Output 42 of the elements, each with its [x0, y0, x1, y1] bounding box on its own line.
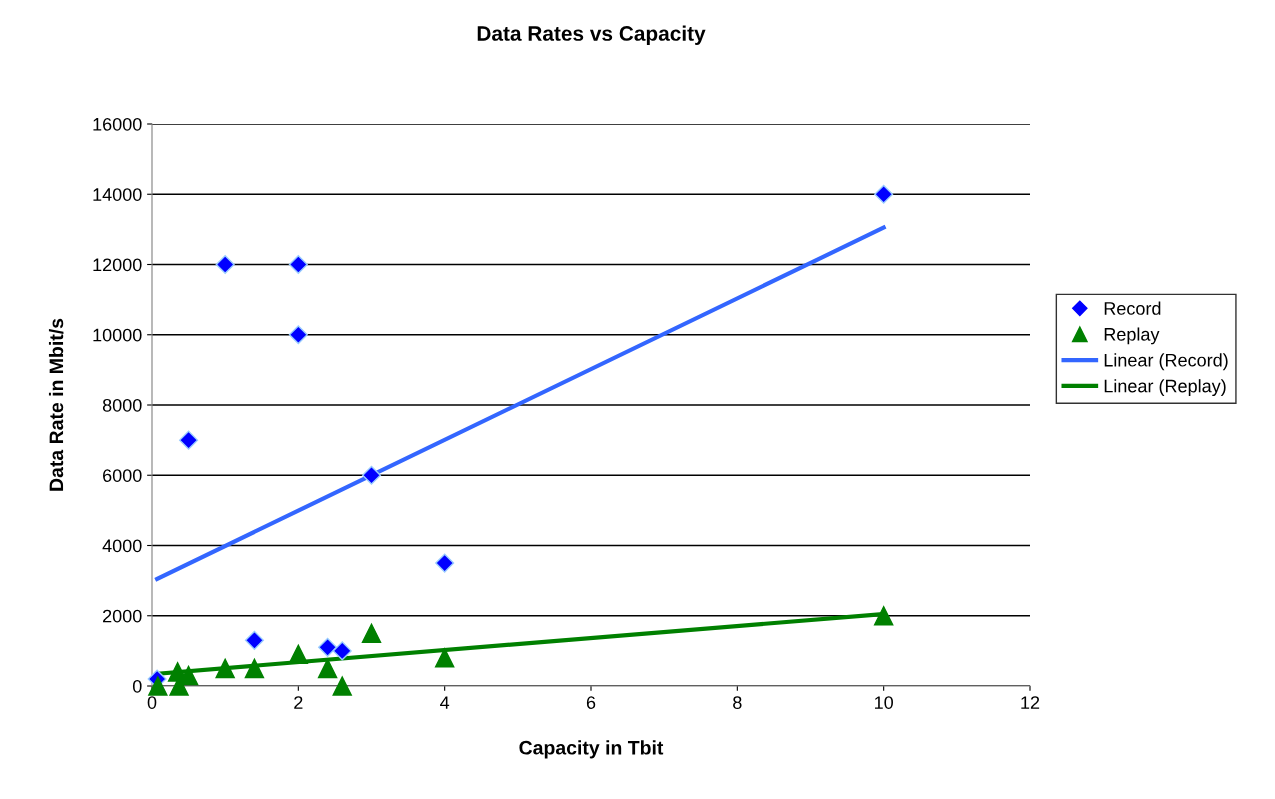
point [288, 254, 308, 275]
x-axis-title: Capacity in Tbit [519, 740, 664, 759]
y-tick-label: 2000 [103, 609, 142, 623]
point [332, 641, 352, 661]
point [318, 637, 338, 657]
x-tick-label: 0 [147, 696, 157, 709]
x-tick-label: 10 [875, 696, 893, 709]
point [148, 676, 168, 696]
legend-label: Linear (Record) [1104, 353, 1228, 371]
y-tick-label: 4000 [102, 539, 142, 553]
x-tick-label: 8 [733, 696, 742, 709]
y-axis-title: Data Rate in Mbit/s [48, 318, 64, 491]
y-tick-label: 8000 [102, 398, 142, 412]
point [874, 184, 894, 204]
x-tick-label: 6 [586, 696, 596, 709]
y-tick-label: 6000 [103, 469, 142, 482]
point [435, 553, 455, 573]
legend-label: Replay [1104, 327, 1160, 345]
point [215, 254, 235, 275]
x-tick-label: 12 [1021, 696, 1040, 709]
legend-label: Record [1104, 301, 1161, 315]
point [244, 630, 264, 650]
x-tick-label: 4 [440, 696, 450, 709]
y-tick-label: 0 [132, 679, 142, 693]
legend-label: Linear (Replay) [1104, 379, 1226, 396]
y-tick-label: 12000 [93, 258, 142, 272]
y-tick-label: 14000 [93, 188, 142, 201]
x-tick-label: 2 [294, 696, 303, 709]
point [434, 648, 455, 668]
y-tick-label: 10000 [93, 328, 142, 342]
point [215, 658, 235, 679]
point [332, 676, 352, 696]
point [288, 325, 308, 345]
point [361, 623, 382, 644]
point [361, 465, 382, 485]
point [179, 430, 199, 450]
chart-title: Data Rates vs Capacity [477, 25, 706, 45]
point [288, 644, 309, 665]
point [317, 658, 338, 679]
point [244, 658, 265, 679]
y-tick-label: 16000 [93, 117, 142, 131]
point [873, 606, 894, 626]
